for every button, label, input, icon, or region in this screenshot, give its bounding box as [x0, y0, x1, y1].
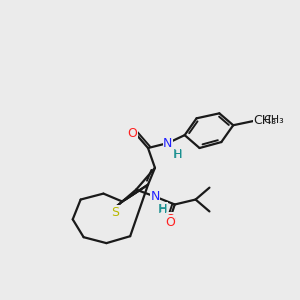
Text: O: O: [127, 127, 137, 140]
Text: H: H: [158, 203, 168, 216]
Text: O: O: [165, 213, 175, 226]
Text: N: N: [163, 136, 172, 150]
Text: H: H: [159, 204, 167, 214]
Text: O: O: [127, 127, 137, 140]
Text: S: S: [111, 206, 119, 219]
Text: O: O: [165, 216, 175, 229]
Text: S: S: [111, 206, 119, 219]
Text: CH₃: CH₃: [263, 115, 284, 125]
Text: N: N: [150, 190, 160, 203]
Text: N: N: [163, 136, 172, 150]
Text: N: N: [150, 190, 160, 203]
Text: H: H: [174, 150, 182, 160]
Text: CH₃: CH₃: [254, 114, 277, 127]
Text: H: H: [173, 148, 182, 161]
